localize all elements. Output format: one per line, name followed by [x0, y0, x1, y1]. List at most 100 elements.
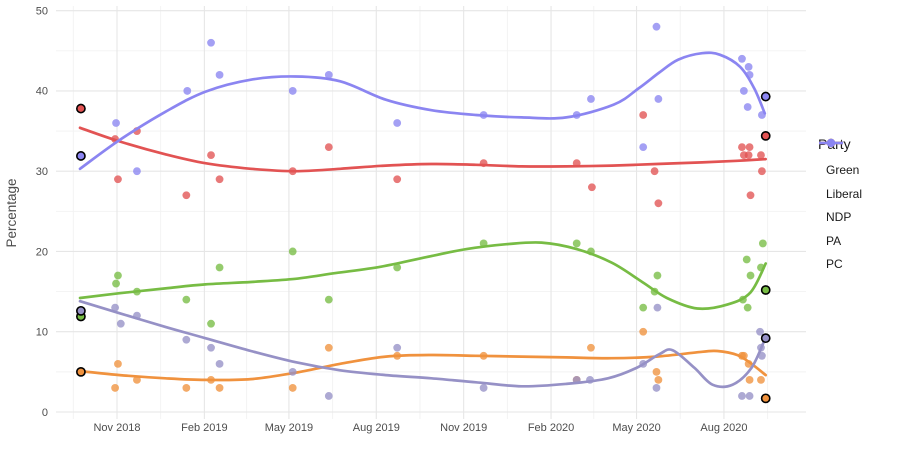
- poll-point-ndp: [111, 384, 120, 392]
- poll-point-liberal: [324, 143, 333, 152]
- poll-point-green: [207, 319, 215, 328]
- poll-point-liberal: [182, 191, 191, 200]
- poll-point-liberal: [746, 191, 755, 200]
- election-point-liberal: [760, 130, 771, 141]
- election-points-ndp: [76, 366, 771, 404]
- poll-point-liberal: [744, 151, 753, 160]
- line-point-key-icon: [819, 138, 843, 148]
- poll-point-green: [587, 247, 595, 256]
- poll-point-pa: [133, 311, 141, 320]
- legend-item-liberal: Liberal: [818, 138, 900, 201]
- poll-point-pa: [639, 359, 648, 368]
- poll-point-pc: [739, 87, 748, 95]
- poll-point-green: [133, 287, 141, 296]
- poll-point-ndp: [587, 343, 595, 352]
- poll-point-green: [653, 271, 662, 280]
- legend: Party Green Liberal NDP: [818, 136, 900, 281]
- legend-item-label: PA: [826, 233, 842, 248]
- x-tick-label: Aug 2019: [353, 422, 400, 434]
- poll-point-liberal: [757, 151, 765, 160]
- poll-point-pc: [133, 167, 141, 176]
- poll-point-pc: [207, 38, 215, 47]
- poll-point-pc: [587, 95, 595, 103]
- poll-point-pa: [652, 384, 661, 392]
- poll-point-ndp: [393, 351, 402, 360]
- poll-point-green: [288, 247, 297, 256]
- poll-point-liberal: [207, 151, 215, 160]
- poll-point-pc: [215, 70, 224, 79]
- poll-point-pa: [745, 392, 754, 400]
- poll-point-pa: [757, 343, 765, 352]
- poll-point-liberal: [288, 167, 297, 176]
- poll-point-pc: [112, 119, 120, 127]
- poll-point-ndp: [744, 359, 753, 368]
- poll-point-liberal: [393, 175, 402, 184]
- legend-item-pc: PC: [818, 138, 900, 271]
- x-tick-label: Nov 2019: [440, 422, 487, 434]
- y-tick-label: 30: [36, 166, 48, 178]
- election-points-pc: [76, 91, 771, 161]
- poll-point-pa: [288, 367, 297, 376]
- poll-point-pa: [393, 343, 402, 352]
- poll-point-ndp: [288, 384, 297, 392]
- trend-line-ndp: [78, 349, 768, 382]
- x-tick-label: Feb 2020: [528, 422, 574, 434]
- poll-point-ndp: [182, 384, 191, 392]
- poll-point-pc: [654, 95, 663, 103]
- poll-point-ndp: [652, 367, 661, 376]
- poll-point-pa: [479, 384, 488, 392]
- poll-point-green: [757, 263, 765, 272]
- poll-point-ndp: [654, 375, 663, 384]
- poll-point-ndp: [133, 375, 141, 384]
- poll-point-ndp: [215, 384, 224, 392]
- poll-point-green: [758, 239, 767, 248]
- trend-line-pa: [78, 299, 768, 389]
- poll-point-pc: [393, 119, 402, 127]
- poll-point-pc: [744, 62, 753, 71]
- poll-point-pc: [324, 70, 333, 79]
- poll-point-green: [639, 303, 648, 312]
- series-pc: [78, 22, 767, 176]
- poll-point-green: [572, 239, 581, 248]
- y-tick-label: 50: [36, 5, 48, 17]
- poll-point-pa: [572, 375, 581, 384]
- poll-point-ndp: [757, 375, 765, 384]
- poll-point-green: [650, 287, 659, 296]
- poll-point-pa: [653, 303, 662, 312]
- poll-point-pc: [758, 111, 766, 119]
- series-ndp: [78, 327, 768, 392]
- poll-point-pc: [652, 22, 661, 31]
- legend-item-label: Liberal: [826, 186, 863, 201]
- poll-point-green: [182, 295, 191, 304]
- x-tick-label: May 2020: [612, 422, 660, 434]
- y-tick-label: 10: [36, 327, 48, 339]
- poll-point-green: [393, 263, 402, 272]
- trend-line-pc: [78, 51, 767, 171]
- x-tick-label: Nov 2018: [93, 422, 140, 434]
- poll-point-ndp: [739, 351, 748, 360]
- poll-point-pc: [479, 111, 488, 119]
- poll-point-pa: [324, 392, 333, 400]
- poll-point-green: [743, 303, 752, 312]
- legend-item-label: NDP: [826, 210, 852, 224]
- y-axis-title: Percentage: [4, 178, 19, 247]
- poll-point-liberal: [738, 143, 746, 152]
- legend-items: Green Liberal NDP PA: [818, 138, 900, 271]
- poll-point-ndp: [479, 351, 488, 360]
- legend-item-ndp: NDP: [818, 138, 900, 224]
- poll-point-liberal: [654, 199, 663, 208]
- poll-point-ndp: [745, 375, 754, 384]
- poll-point-pc: [738, 54, 746, 63]
- poll-point-liberal: [745, 143, 754, 152]
- legend-item-green: Green: [818, 138, 900, 177]
- poll-point-green: [215, 263, 224, 272]
- legend-item-label: Green: [826, 163, 860, 177]
- poll-point-pa: [182, 335, 191, 344]
- poll-point-liberal: [650, 167, 659, 176]
- legend-item-pa: PA: [818, 138, 900, 248]
- election-point-green: [760, 285, 771, 295]
- election-point-ndp: [76, 366, 86, 377]
- x-tick-label: Aug 2020: [700, 422, 747, 434]
